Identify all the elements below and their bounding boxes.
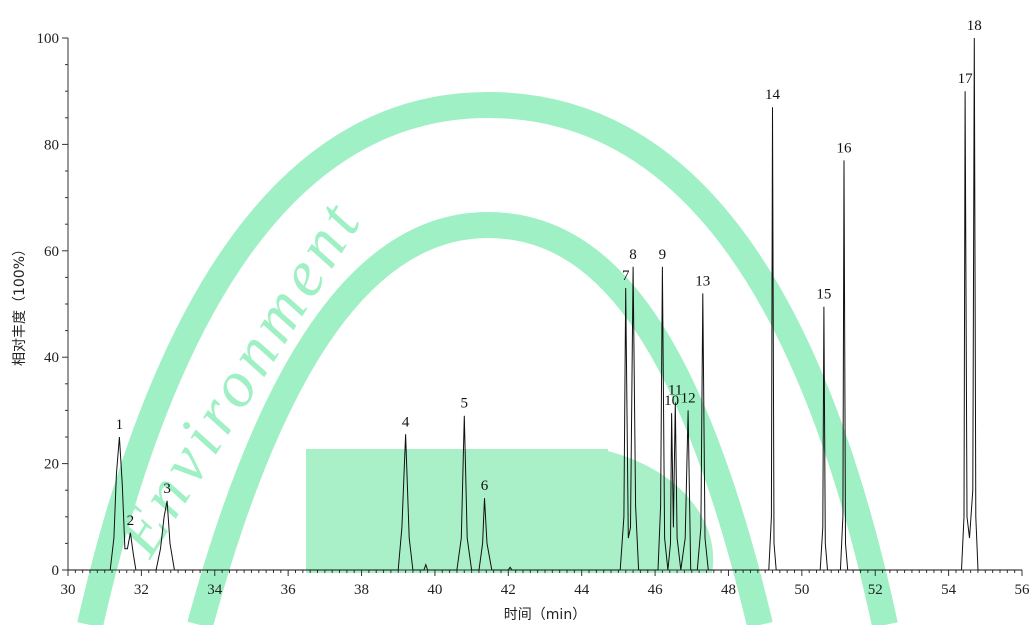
watermark-block — [306, 449, 608, 573]
peak-label: 8 — [629, 247, 637, 263]
peak-label: 5 — [461, 396, 469, 412]
watermark-inner-arc — [187, 211, 773, 625]
x-axis-title: 时间（min） — [504, 607, 586, 623]
chromatogram-trace — [68, 37, 1022, 571]
peak-label: 3 — [163, 481, 171, 497]
peak-label: 1 — [116, 417, 124, 433]
y-axis-title: 相对丰度（100%） — [12, 242, 28, 366]
y-tick-label: 80 — [44, 137, 59, 153]
peak-label: 10 — [664, 393, 679, 409]
y-tick-label: 40 — [44, 350, 59, 366]
peak-label: 11 — [668, 382, 682, 398]
x-tick-label: 36 — [281, 582, 297, 598]
peak-label: 18 — [967, 18, 982, 34]
peak-label: 12 — [681, 390, 696, 406]
x-tick-label: 46 — [648, 582, 664, 598]
x-tick-label: 38 — [354, 582, 369, 598]
y-tick-label: 0 — [52, 563, 60, 579]
peak-label: 13 — [695, 273, 710, 289]
x-tick-label: 50 — [794, 582, 809, 598]
peak-label: 4 — [402, 414, 410, 430]
peak-label: 6 — [481, 478, 489, 494]
x-tick-label: 40 — [427, 582, 442, 598]
y-tick-label: 100 — [37, 31, 60, 47]
peak-label: 15 — [816, 287, 831, 303]
x-tick-label: 42 — [501, 582, 516, 598]
x-tick-label: 48 — [721, 582, 736, 598]
y-tick-label: 60 — [44, 244, 59, 260]
peak-label: 9 — [659, 247, 667, 263]
peak-label: 2 — [127, 513, 135, 529]
watermark-outer-arc — [77, 91, 898, 625]
x-tick-label: 52 — [868, 582, 883, 598]
x-ticks: 30 32 34 36 38 40 42 44 46 48 50 52 54 56 — [61, 570, 1031, 598]
x-tick-label: 34 — [207, 582, 223, 598]
x-tick-label: 32 — [134, 582, 149, 598]
x-tick-label: 56 — [1015, 582, 1031, 598]
y-ticks: 0 20 40 60 80 100 — [37, 31, 68, 579]
peak-label: 16 — [837, 140, 853, 156]
y-tick-label: 20 — [44, 457, 59, 473]
peak-label: 17 — [958, 71, 974, 87]
peak-label: 14 — [765, 87, 781, 103]
watermark-block-curve — [600, 449, 714, 573]
peak-label: 7 — [622, 268, 630, 284]
x-tick-label: 30 — [61, 582, 76, 598]
x-tick-label: 44 — [574, 582, 590, 598]
x-tick-label: 54 — [941, 582, 957, 598]
